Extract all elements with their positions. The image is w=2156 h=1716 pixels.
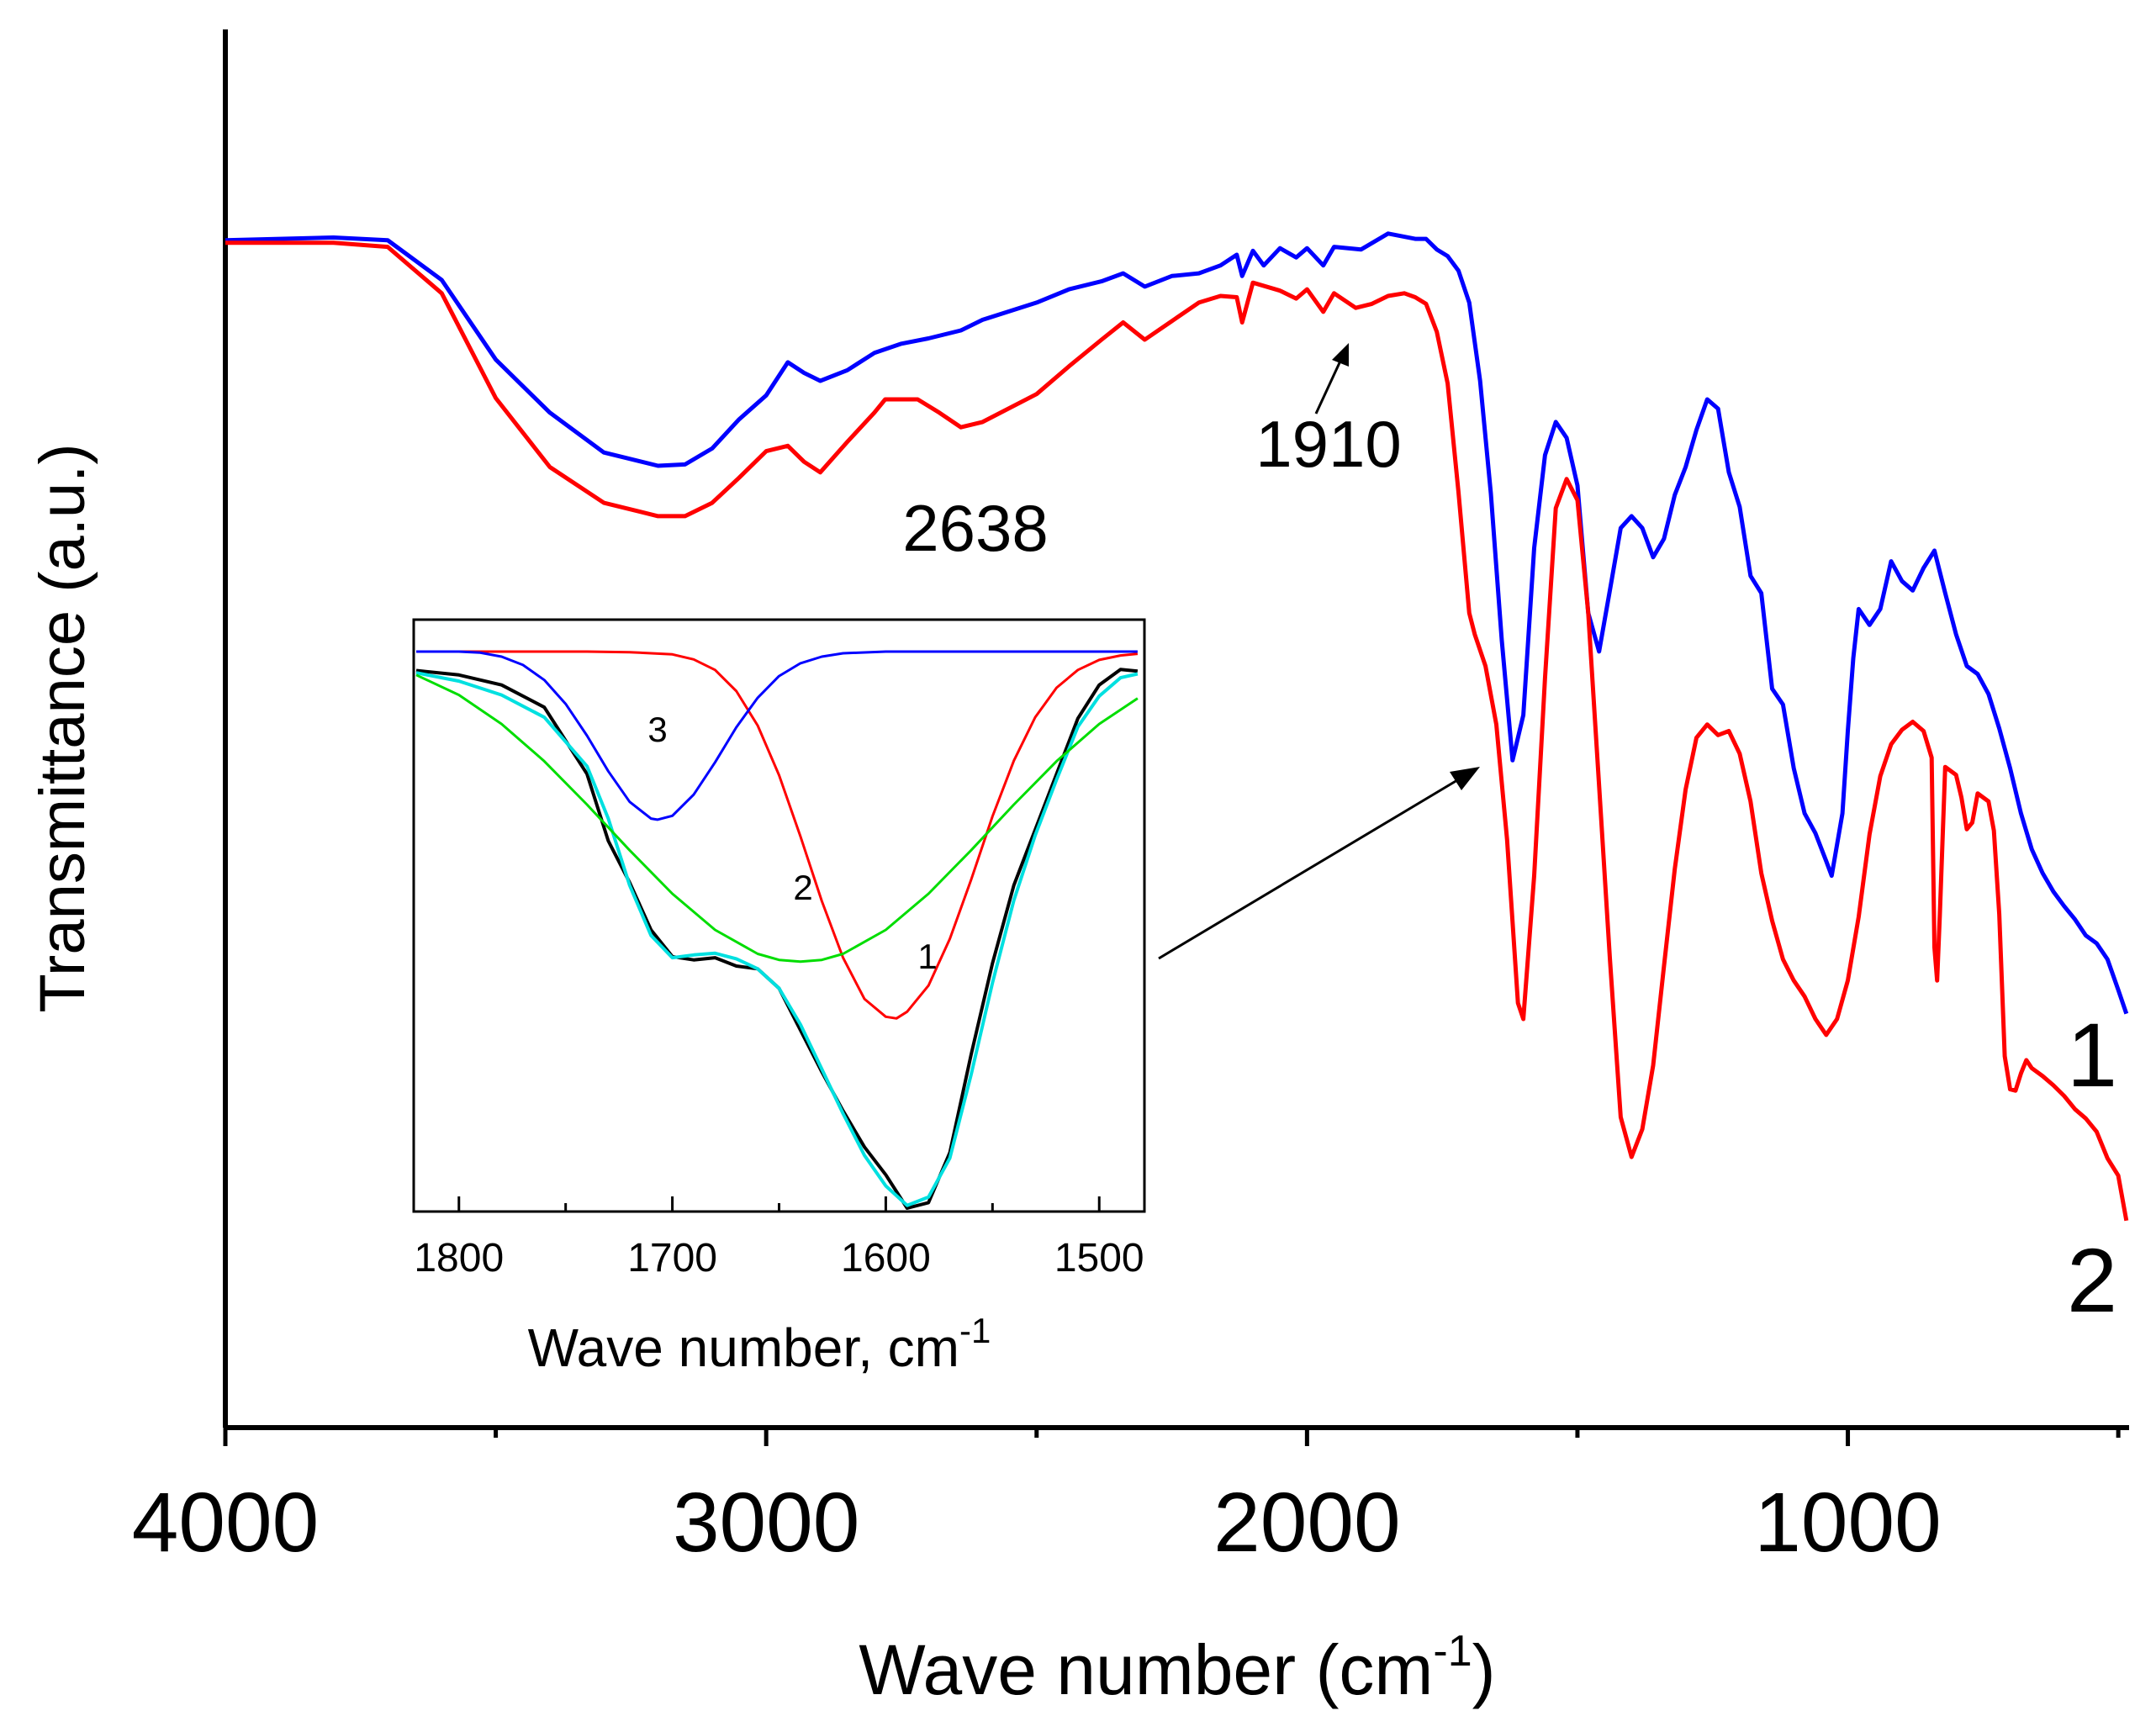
inset-component-2-label: 2 (793, 868, 812, 907)
main-x-tick-labels: 4000 3000 2000 1000 (132, 1476, 1942, 1570)
main-x-tick-label-2000: 2000 (1213, 1476, 1400, 1570)
inset-series-group (415, 650, 1139, 1210)
main-x-tick-label-4000: 4000 (132, 1476, 319, 1570)
inset-pointer-arrow (1158, 767, 1480, 960)
main-x-axis-label-close: ) (1472, 1630, 1496, 1709)
inset-series-component-3-line (416, 650, 1138, 821)
inset-x-tick-label-1800: 1800 (414, 1236, 504, 1280)
series-2-label: 2 (2067, 1229, 2117, 1331)
main-y-axis-label: Transmittance (a.u.) (27, 443, 98, 1012)
inset-x-tick-labels: 1800 1700 1600 1500 (414, 1236, 1144, 1280)
inset-frame (412, 618, 1146, 1213)
inset-series-component-1-line (416, 650, 1139, 1020)
inset-chart: 1800 1700 1600 1500 3 2 1 Wave number, cm-1 (412, 618, 1146, 1378)
main-x-tick-label-1000: 1000 (1754, 1476, 1941, 1570)
main-series-group (225, 231, 2129, 1222)
inset-x-ticks (457, 1196, 1101, 1212)
series-1-label: 1 (2067, 1004, 2117, 1106)
inset-component-1-label: 1 (917, 937, 937, 976)
main-series-2-line (225, 240, 2129, 1222)
main-axes: 4000 3000 2000 1000 (132, 29, 2129, 1570)
inset-x-tick-label-1600: 1600 (841, 1236, 931, 1280)
inset-x-tick-label-1700: 1700 (627, 1236, 717, 1280)
inset-x-axis-label: Wave number, cm-1 (528, 1311, 991, 1378)
inset-x-axis-label-sup: -1 (959, 1311, 991, 1350)
main-x-tick-label-3000: 3000 (673, 1476, 859, 1570)
annotation-1910: 1910 (1255, 407, 1402, 481)
inset-component-3-label: 3 (647, 710, 667, 749)
main-x-axis-label-sup: -1 (1433, 1627, 1472, 1676)
main-x-ticks (223, 1428, 2121, 1446)
main-x-axis-label: Wave number (cm-1) (859, 1627, 1495, 1709)
annotation-1910-arrow (1314, 343, 1349, 414)
inset-x-axis-label-text: Wave number, cm (528, 1317, 959, 1378)
annotation-2638: 2638 (902, 491, 1049, 565)
inset-series-fit-line (415, 671, 1139, 1207)
main-x-axis-label-text: Wave number (cm (859, 1630, 1433, 1709)
main-series-1-line (225, 231, 2129, 1015)
inset-x-tick-label-1500: 1500 (1054, 1236, 1144, 1280)
inset-series-component-2-line (415, 673, 1139, 964)
